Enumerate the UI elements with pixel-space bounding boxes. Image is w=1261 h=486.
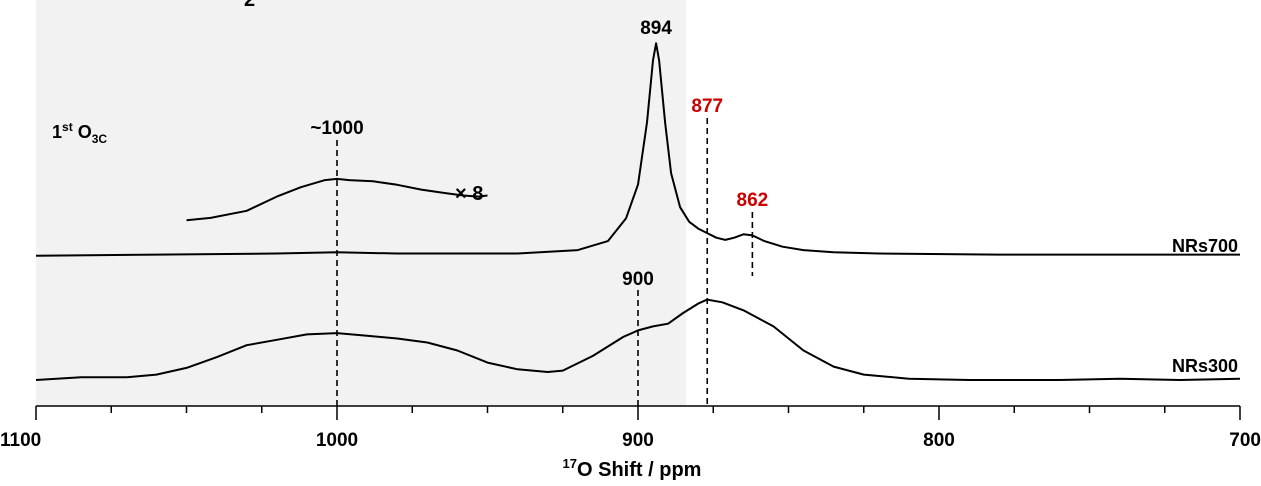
x-axis-title-superscript: 17 <box>563 456 577 471</box>
peak-label: 877 <box>691 96 723 117</box>
x-axis-title-main: O Shift / ppm <box>577 459 701 481</box>
scale-factor-label: × 8 <box>455 183 483 205</box>
peak-label: 894 <box>640 18 672 39</box>
series-labels: NRs700 NRs300 <box>1172 236 1238 376</box>
peak-annotations: 894 877 862 ~1000 900 <box>310 18 768 290</box>
series-line-nrs700 <box>35 42 1240 257</box>
x-tick-label: 900 <box>622 430 654 451</box>
x-axis-ticks <box>35 406 1241 420</box>
region-label-o3c: 1st O3C <box>52 120 107 146</box>
x-tick-label: 1000 <box>316 430 358 451</box>
series-label-nrs300: NRs300 <box>1172 356 1238 376</box>
x-tick-label: 800 <box>923 430 955 451</box>
region-label-sup: st <box>62 120 73 134</box>
region-label-number: 1 <box>52 122 62 142</box>
x-tick-label: 1100 <box>0 430 41 451</box>
dashed-markers <box>336 118 754 406</box>
series-inset-x8-nrs700 <box>186 177 488 222</box>
header-fragment: 2 <box>244 0 255 11</box>
series-label-nrs700: NRs700 <box>1172 236 1238 256</box>
x-tick-label: 700 <box>1229 430 1261 451</box>
spectrum-curves <box>35 42 1241 381</box>
region-label-o: O <box>73 122 92 142</box>
shaded-region <box>36 0 687 406</box>
peak-label: 900 <box>622 269 654 290</box>
peak-label: 862 <box>737 190 769 211</box>
series-line-nrs300 <box>35 298 1241 381</box>
x-axis-title: 17O Shift / ppm <box>563 456 702 481</box>
region-label-sub: 3C <box>92 132 108 146</box>
peak-label: ~1000 <box>310 118 363 139</box>
x-axis-tick-labels: 1100 1000 900 800 700 <box>0 430 1261 451</box>
